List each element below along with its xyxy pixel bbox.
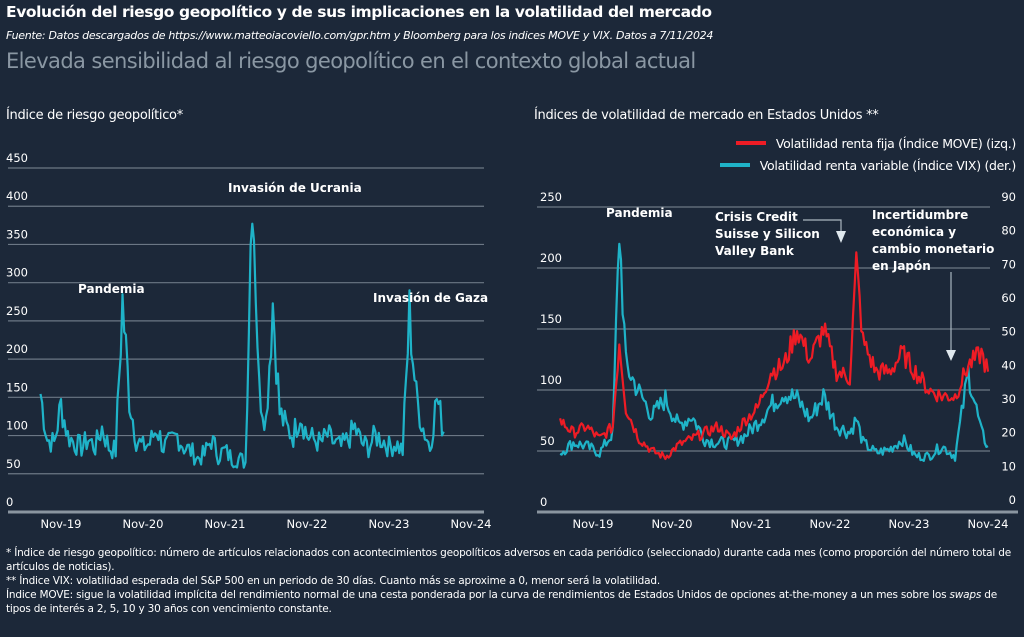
volatility-x-tick-label: Nov-19 [573,517,614,531]
volatility-x-tick-label: Nov-20 [652,517,693,531]
page-subtitle: Elevada sensibilidad al riesgo geopolíti… [6,49,696,73]
footnote-vix: ** Índice VIX: volatilidad esperada del … [6,575,660,587]
gpr-x-tick-label: Nov-23 [369,517,410,531]
gpr-x-tick-label: Nov-21 [205,517,246,531]
volatility-x-tick-label: Nov-21 [731,517,772,531]
annotation-line: Suisse y Silicon [715,227,820,241]
gpr-x-tick-label: Nov-20 [123,517,164,531]
arrow-svb-head-icon [836,231,846,243]
gpr-annotation: Pandemia [78,282,145,296]
annotation-line: Valley Bank [715,244,795,258]
gpr-y-tick-label: 250 [6,304,28,318]
footnotes: * Índice de riesgo geopolítico: número d… [6,546,1016,616]
vix-y-tick-label: 30 [1001,392,1016,406]
gpr-y-tick-label: 450 [6,151,28,165]
move-y-tick-label: 250 [540,190,562,204]
annotation-line: en Japón [872,259,931,273]
move-y-tick-label: 0 [540,495,547,509]
gpr-y-tick-label: 150 [6,380,28,394]
volatility-annotation-pandemia: Pandemia [606,206,673,220]
gpr-chart: 0 50 100 150 200 250 300 350 400 450 Nov-19 Nov-20 N… [6,151,491,531]
arrow-japan-head-icon [946,350,956,361]
vix-y-tick-label: 40 [1001,358,1016,372]
gpr-y-tick-label: 350 [6,227,28,241]
volatility-chart-title: Índices de volatilidad de mercado en Est… [534,108,879,123]
volatility-chart: 0 50 100 150 200 250 0 10 20 30 40 50 60 70 80 90 Nov-19… [537,190,1018,531]
gpr-annotation: Invasión de Ucrania [228,181,362,195]
annotation-line: Crisis Credit [715,210,798,224]
gpr-y-tick-label: 50 [6,457,21,471]
volatility-legend: Volatilidad renta fija (Índice MOVE) (iz… [719,132,1017,176]
gpr-annotation: Invasión de Gaza [373,291,488,305]
legend-item-vix: Volatilidad renta variable (Índice VIX) … [719,154,1017,176]
vix-y-tick-label: 60 [1001,291,1016,305]
gpr-x-tick-label: Nov-24 [451,517,492,531]
footnote-gpr: * Índice de riesgo geopolítico: número d… [6,547,1011,573]
move-y-tick-label: 100 [540,373,562,387]
vix-y-tick-label: 90 [1001,190,1016,204]
vix-y-tick-label: 50 [1001,325,1016,339]
volatility-x-tick-label: Nov-24 [968,517,1009,531]
move-y-tick-label: 50 [540,434,555,448]
vix-y-tick-label: 80 [1001,224,1016,238]
gpr-line [39,222,445,469]
annotation-line: cambio monetario [872,242,994,256]
gpr-y-tick-label: 0 [6,495,13,509]
legend-swatch-move [735,141,766,145]
gpr-x-tick-label: Nov-19 [41,517,82,531]
legend-label-vix: Volatilidad renta variable (Índice VIX) … [759,157,1017,173]
legend-item-move: Volatilidad renta fija (Índice MOVE) (iz… [720,132,1016,154]
move-line [559,251,990,461]
vix-y-tick-label: 20 [1001,426,1016,440]
annotation-line: Incertidumbre [872,208,968,222]
move-y-tick-label: 150 [540,312,562,326]
gpr-y-tick-label: 200 [6,342,28,356]
gpr-y-tick-label: 400 [6,189,28,203]
volatility-x-tick-label: Nov-22 [810,517,851,531]
source-note: Fuente: Datos descargados de https://www… [6,29,714,42]
annotation-line: económica y [872,225,956,239]
gpr-chart-title: Índice de riesgo geopolítico* [6,108,183,123]
page-title: Evolución del riesgo geopolítico y de su… [6,3,712,21]
vix-y-tick-label: 0 [1009,493,1016,507]
volatility-x-tick-label: Nov-23 [889,517,930,531]
gpr-y-tick-label: 300 [6,266,28,280]
gpr-x-tick-label: Nov-22 [287,517,328,531]
gpr-y-tick-label: 100 [6,419,28,433]
legend-swatch-vix [719,163,750,167]
vix-line [559,242,989,462]
move-y-tick-label: 200 [540,251,562,265]
vix-y-tick-label: 10 [1001,459,1016,473]
volatility-annotation-svb: Crisis Credit Suisse y Silicon Valley Bank [715,210,820,258]
legend-label-move: Volatilidad renta fija (Índice MOVE) (iz… [775,135,1016,151]
arrow-svb-line [803,219,842,232]
volatility-annotation-japan: Incertidumbre económica y cambio monetario… [872,208,994,273]
vix-y-tick-label: 70 [1001,257,1016,271]
footnote-move: Índice MOVE: sigue la volatilidad implíc… [6,589,998,615]
